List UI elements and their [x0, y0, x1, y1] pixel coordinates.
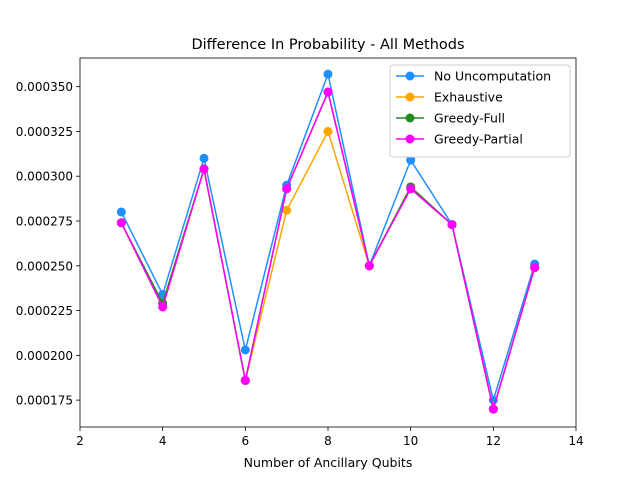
y-tick-label: 0.000200: [16, 349, 73, 363]
x-axis-ticks: 2 4 6 8 10 12 14: [76, 427, 584, 448]
data-point: [488, 404, 498, 414]
data-point: [199, 153, 209, 163]
data-point: [282, 205, 292, 215]
data-point: [240, 345, 250, 355]
data-point: [199, 164, 209, 174]
legend-swatch-marker: [405, 134, 415, 144]
data-point: [116, 207, 126, 217]
y-tick-label: 0.000300: [16, 170, 73, 184]
data-point: [406, 184, 416, 194]
legend-swatch-marker: [405, 113, 415, 123]
y-tick-label: 0.000325: [16, 125, 73, 139]
data-point: [116, 218, 126, 228]
x-tick-label: 4: [159, 434, 167, 448]
y-tick-label: 0.000350: [16, 80, 73, 94]
legend-label: Greedy-Partial: [434, 132, 523, 147]
y-axis-ticks: 0.000175 0.000200 0.000225 0.000250 0.000275…: [16, 80, 80, 408]
x-tick-label: 14: [568, 434, 583, 448]
y-tick-label: 0.000275: [16, 215, 73, 229]
y-tick-label: 0.000250: [16, 259, 73, 273]
x-tick-label: 12: [486, 434, 501, 448]
x-tick-label: 8: [324, 434, 332, 448]
legend: No Uncomputation Exhaustive Greedy-Full Gre…: [389, 64, 571, 158]
legend-label: Exhaustive: [434, 90, 503, 105]
x-tick-label: 6: [242, 434, 250, 448]
data-point: [364, 261, 374, 271]
legend-label: Greedy-Full: [434, 111, 505, 126]
x-tick-label: 10: [403, 434, 418, 448]
data-point: [323, 126, 333, 136]
data-point: [323, 87, 333, 97]
data-point: [406, 155, 416, 165]
series-line-1: [120, 130, 536, 410]
x-axis-label: Number of Ancillary Qubits: [244, 455, 413, 470]
plot-area: [79, 57, 577, 428]
data-point: [240, 375, 250, 385]
legend-swatch-marker: [405, 71, 415, 81]
y-tick-label: 0.000175: [16, 394, 73, 408]
data-point: [447, 220, 457, 230]
chart-title: Difference In Probability - All Methods: [191, 37, 464, 53]
data-point: [282, 184, 292, 194]
data-point: [323, 69, 333, 79]
data-point: [530, 263, 540, 273]
data-point: [158, 302, 168, 312]
y-tick-label: 0.000225: [16, 304, 73, 318]
x-tick-label: 2: [76, 434, 84, 448]
legend-box: [389, 64, 571, 158]
legend-label: No Uncomputation: [434, 69, 551, 84]
legend-swatch-marker: [405, 92, 415, 102]
